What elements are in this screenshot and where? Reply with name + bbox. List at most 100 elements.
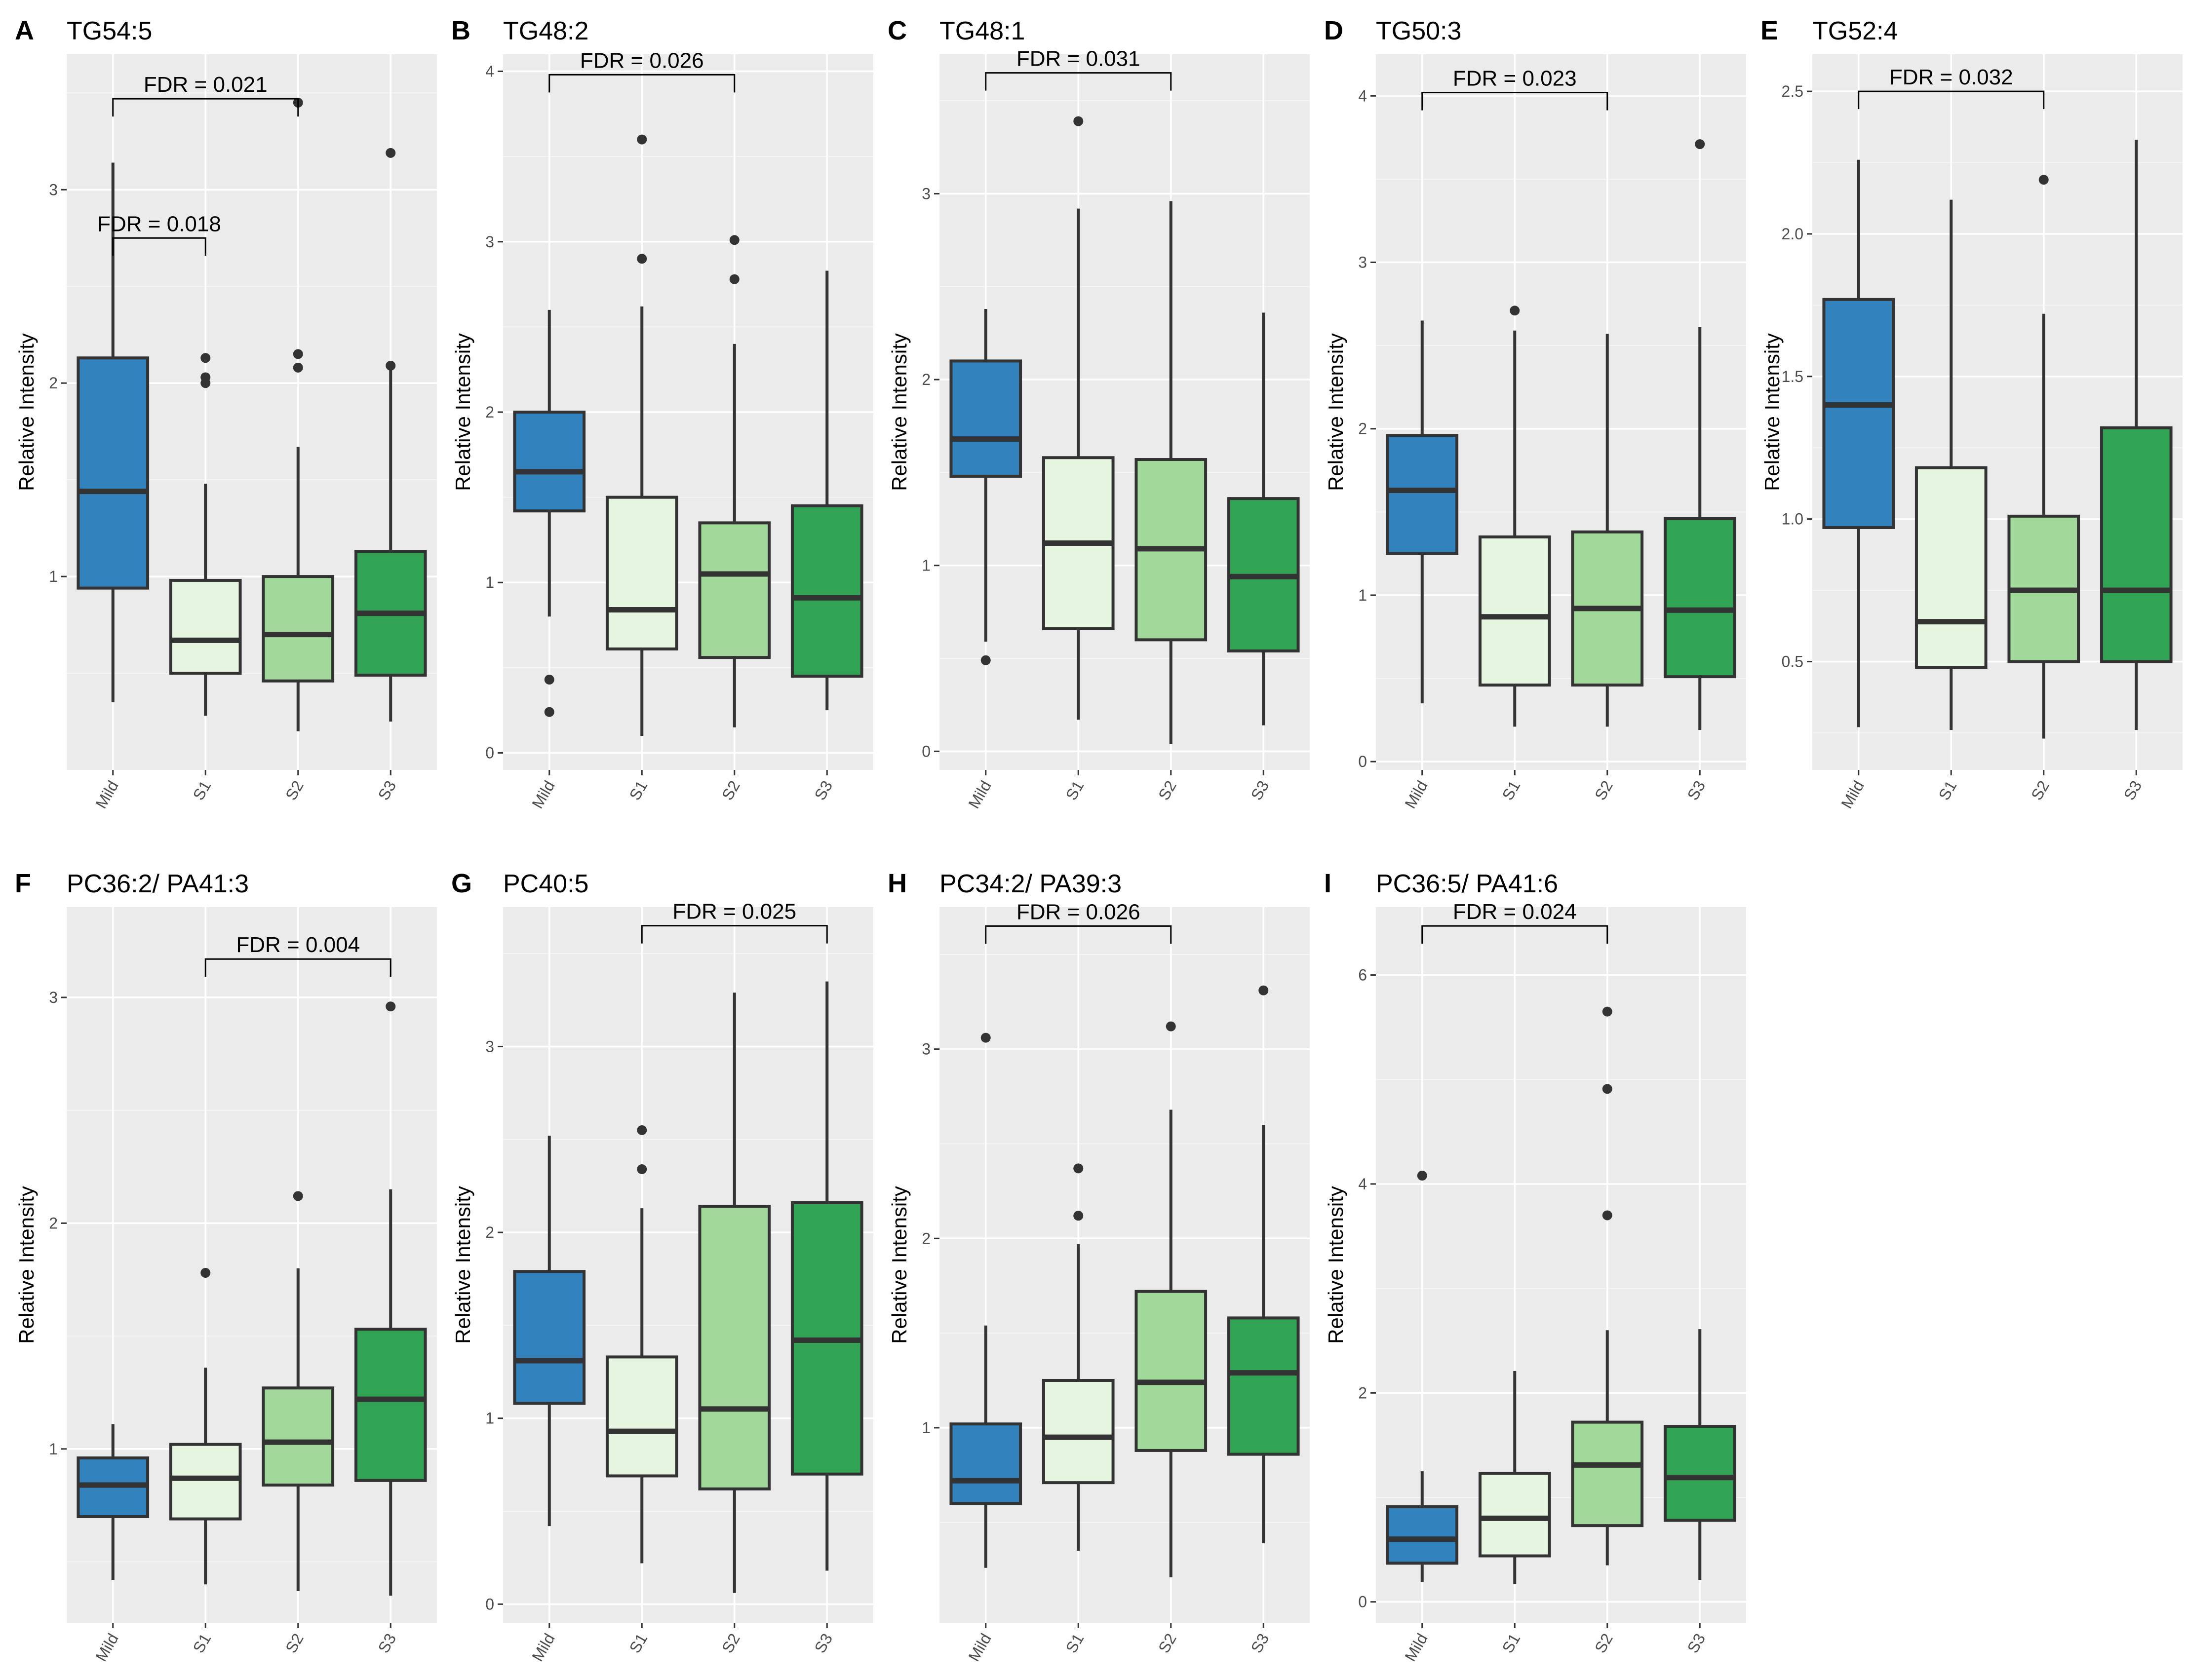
- x-tick-label: S2: [718, 1631, 743, 1656]
- box-s1: [169, 1268, 242, 1585]
- fdr-bracket: FDR = 0.031: [985, 47, 1172, 91]
- panel-letter: E: [1760, 16, 1778, 45]
- y-tick-label: 3: [485, 233, 494, 251]
- fdr-bracket: FDR = 0.026: [548, 48, 736, 93]
- interquartile-box: [605, 496, 678, 650]
- y-tick-label: 6: [1358, 966, 1367, 984]
- panel-letter: D: [1324, 16, 1343, 45]
- bracket-line: [641, 925, 828, 944]
- outlier-point: [386, 148, 396, 158]
- interquartile-box: [262, 1386, 335, 1487]
- fdr-label: FDR = 0.004: [236, 933, 360, 957]
- x-tick-label: S3: [1684, 778, 1709, 803]
- x-tick-label: Mild: [1401, 1631, 1431, 1665]
- box-s2: [1134, 201, 1208, 744]
- y-tick-label: 2: [485, 403, 494, 421]
- y-tick-label: 4: [485, 63, 494, 80]
- box-mild: [77, 162, 150, 702]
- y-tick-label: 1: [485, 573, 494, 591]
- y-tick-label: 1: [922, 1419, 931, 1437]
- outlier-point: [1258, 985, 1269, 995]
- panel-letter: H: [888, 869, 907, 898]
- outlier-point: [980, 655, 991, 665]
- box-s3: [354, 148, 427, 722]
- bracket-line: [548, 74, 736, 93]
- y-tick-label: 3: [49, 181, 58, 198]
- interquartile-box: [513, 411, 586, 513]
- box-mild: [513, 1136, 586, 1527]
- fdr-label: FDR = 0.024: [1453, 900, 1577, 924]
- box-s2: [698, 235, 771, 727]
- panel-title: PC36:2/ PA41:3: [67, 870, 249, 898]
- y-axis-label: Relative Intensity: [451, 1186, 474, 1344]
- fdr-bracket: FDR = 0.032: [1858, 65, 2045, 110]
- x-tick-label: S3: [2120, 778, 2146, 803]
- interquartile-box: [2100, 426, 2173, 663]
- box-s1: [605, 134, 678, 736]
- interquartile-box: [1386, 1505, 1459, 1565]
- box-s2: [1571, 1006, 1644, 1565]
- outlier-point: [1602, 1084, 1612, 1094]
- y-tick-label: 3: [1358, 254, 1367, 271]
- box-s1: [1042, 116, 1115, 720]
- y-axis-label: Relative Intensity: [888, 1186, 911, 1344]
- x-tick-label: S2: [718, 778, 743, 803]
- box-s3: [2100, 140, 2173, 730]
- y-tick-label: 1: [922, 557, 931, 574]
- panel-g: G PC40:5 0 1 2 3 Mild S1 S2 S3 Relative Intensity F…: [451, 869, 873, 1664]
- outlier-point: [980, 1032, 991, 1043]
- x-tick-label: Mild: [1837, 778, 1868, 812]
- panel-d: D TG50:3 0 1 2 3 4 Mild S1 S2 S3 Relative Intensity…: [1324, 16, 1746, 811]
- x-tick-label: S3: [1684, 1631, 1709, 1656]
- y-tick-label: 2: [49, 1214, 58, 1232]
- panel-title: TG48:2: [503, 17, 588, 45]
- x-tick-label: S1: [1935, 778, 1960, 803]
- interquartile-box: [698, 1205, 771, 1490]
- box-s2: [698, 993, 771, 1593]
- y-tick-label: 1: [485, 1410, 494, 1427]
- y-tick-label: 2: [1358, 1384, 1367, 1402]
- panel-a: A TG54:5 1 2 3 Mild S1 S2 S3 Relative Intensity FD…: [15, 16, 437, 811]
- bracket-line: [112, 98, 299, 117]
- x-tick-label: S2: [1155, 778, 1180, 803]
- x-tick-label: Mild: [528, 1631, 558, 1665]
- interquartile-box: [1663, 1425, 1736, 1522]
- y-tick-label: 3: [49, 989, 58, 1006]
- bracket-line: [1858, 90, 2045, 110]
- outlier-point: [637, 1125, 647, 1135]
- panel-letter: F: [15, 869, 31, 898]
- x-tick-label: Mild: [1401, 778, 1431, 812]
- box-mild: [1822, 159, 1895, 727]
- outlier-point: [200, 372, 211, 382]
- interquartile-box: [1134, 1290, 1208, 1452]
- x-tick-label: S2: [1591, 778, 1616, 803]
- x-tick-label: S3: [375, 1631, 400, 1656]
- interquartile-box: [1042, 1378, 1115, 1485]
- x-tick-label: S2: [2028, 778, 2053, 803]
- box-s2: [2007, 175, 2080, 739]
- interquartile-box: [262, 575, 335, 683]
- box-mild: [1386, 1171, 1459, 1582]
- panel-title: TG48:1: [939, 17, 1025, 45]
- y-axis-label: Relative Intensity: [15, 333, 38, 491]
- fdr-bracket: FDR = 0.004: [204, 933, 391, 977]
- bracket-line: [985, 925, 1172, 944]
- x-tick-label: S1: [1062, 1631, 1088, 1656]
- panel-title: PC34:2/ PA39:3: [939, 870, 1122, 898]
- box-mild: [949, 308, 1022, 665]
- fdr-label: FDR = 0.018: [97, 212, 221, 236]
- y-tick-label: 1.5: [1782, 368, 1803, 385]
- outlier-point: [1510, 305, 1520, 316]
- box-s2: [1571, 334, 1644, 727]
- interquartile-box: [605, 1355, 678, 1478]
- outlier-point: [729, 274, 740, 284]
- y-tick-label: 2: [922, 1229, 931, 1247]
- outlier-point: [1073, 1211, 1084, 1221]
- y-tick-label: 4: [1358, 1175, 1367, 1193]
- y-tick-label: 1: [49, 568, 58, 585]
- panel-title: TG50:3: [1376, 17, 1461, 45]
- fdr-bracket: FDR = 0.026: [985, 900, 1172, 944]
- fdr-label: FDR = 0.026: [580, 48, 704, 73]
- outlier-point: [1602, 1210, 1612, 1221]
- y-axis-label: Relative Intensity: [451, 333, 474, 491]
